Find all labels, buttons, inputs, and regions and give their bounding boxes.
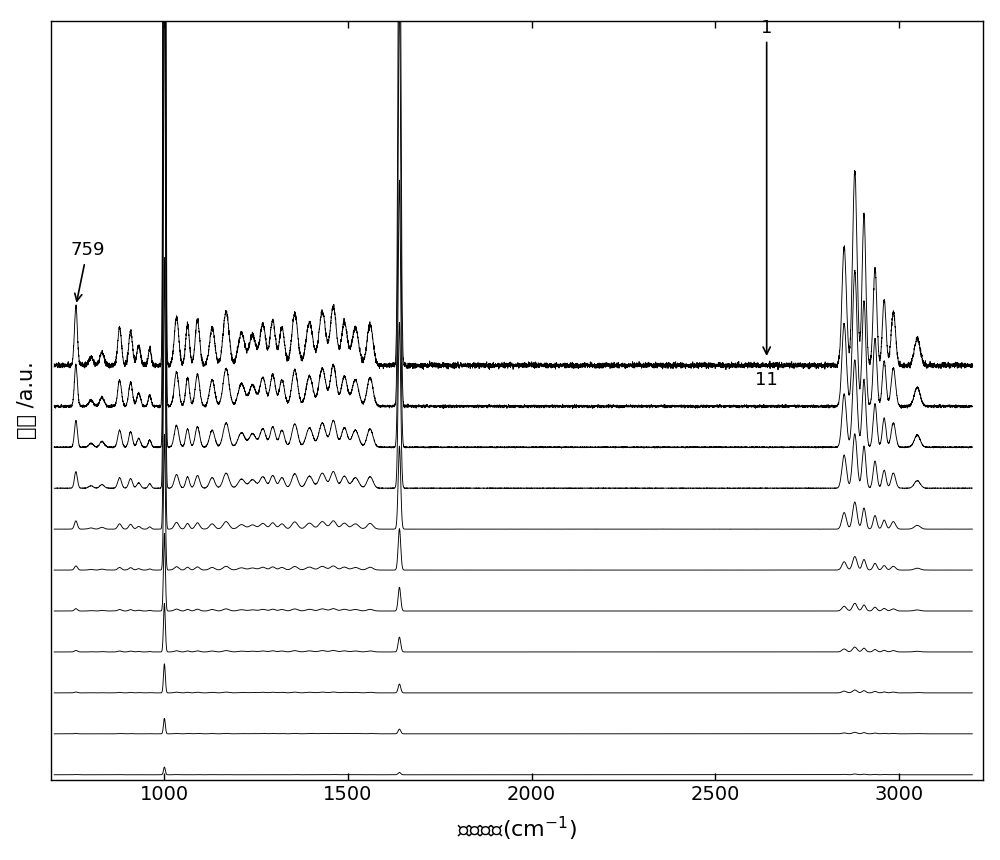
X-axis label: 拉曼位移(cm$^{-1}$): 拉曼位移(cm$^{-1}$) — [457, 815, 577, 844]
Text: 11: 11 — [755, 371, 778, 389]
Text: 1: 1 — [761, 19, 772, 354]
Y-axis label: 强度 /a.u.: 强度 /a.u. — [17, 361, 37, 439]
Text: 759: 759 — [70, 242, 105, 301]
